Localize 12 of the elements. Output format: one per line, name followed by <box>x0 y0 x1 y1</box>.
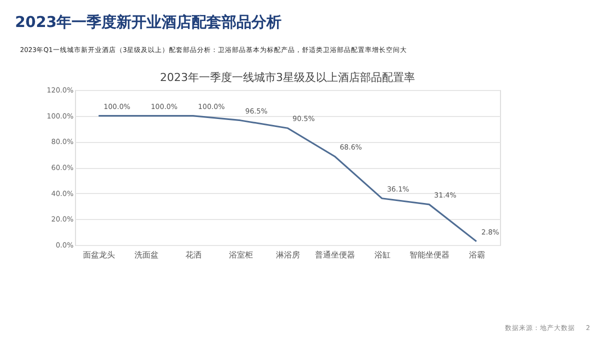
x-tick-label: 浴霸 <box>468 250 485 260</box>
x-tick-label: 浴缸 <box>374 250 390 260</box>
x-tick-label: 洗面盆 <box>134 250 158 260</box>
x-tick-label: 花洒 <box>186 250 202 260</box>
x-tick-label: 面盆龙头 <box>83 250 116 260</box>
chart-title: 2023年一季度新开业酒店配套部品分析 <box>15 13 282 31</box>
x-tick-label: 浴室柜 <box>228 250 253 260</box>
x-tick-label: 淋浴房 <box>276 250 300 260</box>
x-tick-label: 智能坐便器 <box>410 250 450 260</box>
text: 2023年一季度一线城市3星级及以上酒店部品配置率 <box>160 71 415 84</box>
x-tick-label: 普通坐便器 <box>315 250 356 260</box>
line-series <box>98 115 478 242</box>
